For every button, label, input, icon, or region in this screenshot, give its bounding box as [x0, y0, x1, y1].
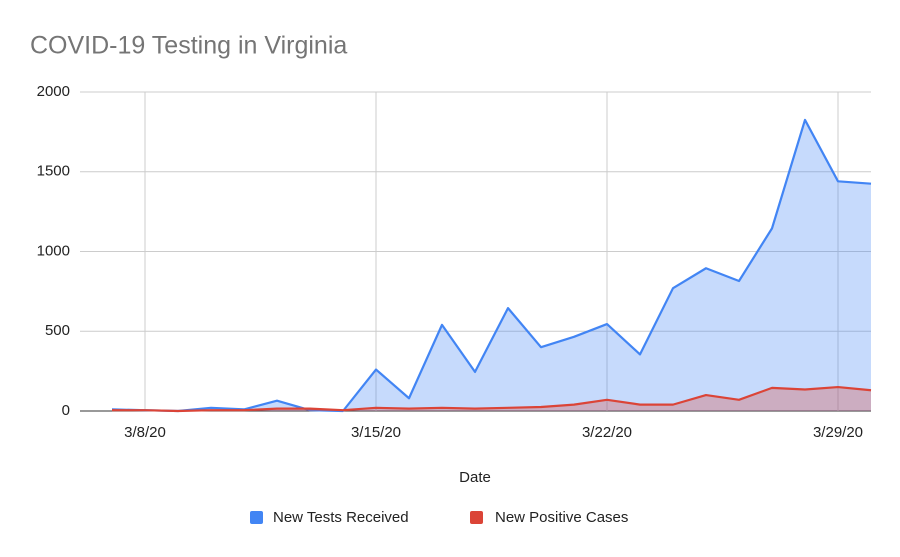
- legend-label: New Tests Received: [273, 509, 409, 526]
- x-tick-label: 3/29/20: [813, 424, 863, 441]
- x-tick-label: 3/8/20: [124, 424, 166, 441]
- area: [112, 119, 871, 411]
- area: [112, 387, 871, 411]
- chart-title: COVID-19 Testing in Virginia: [30, 32, 347, 60]
- y-tick-label: 1500: [37, 163, 70, 180]
- legend-swatch: [250, 511, 263, 524]
- y-tick-label: 2000: [37, 83, 70, 100]
- x-tick-label: 3/15/20: [351, 424, 401, 441]
- y-tick-label: 0: [62, 402, 70, 419]
- legend-swatch: [470, 511, 483, 524]
- x-tick-label: 3/22/20: [582, 424, 632, 441]
- legend-label: New Positive Cases: [495, 509, 628, 526]
- line: [112, 385, 872, 413]
- y-tick-label: 1000: [37, 242, 70, 259]
- y-tick-label: 500: [45, 322, 70, 339]
- x-axis-label: Date: [459, 469, 491, 486]
